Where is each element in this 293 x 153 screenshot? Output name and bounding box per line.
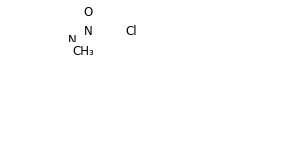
- Text: Cl: Cl: [125, 25, 137, 38]
- Text: N: N: [84, 25, 93, 38]
- Text: O: O: [84, 6, 93, 19]
- Text: N: N: [68, 34, 76, 47]
- Text: CH₃: CH₃: [72, 45, 94, 58]
